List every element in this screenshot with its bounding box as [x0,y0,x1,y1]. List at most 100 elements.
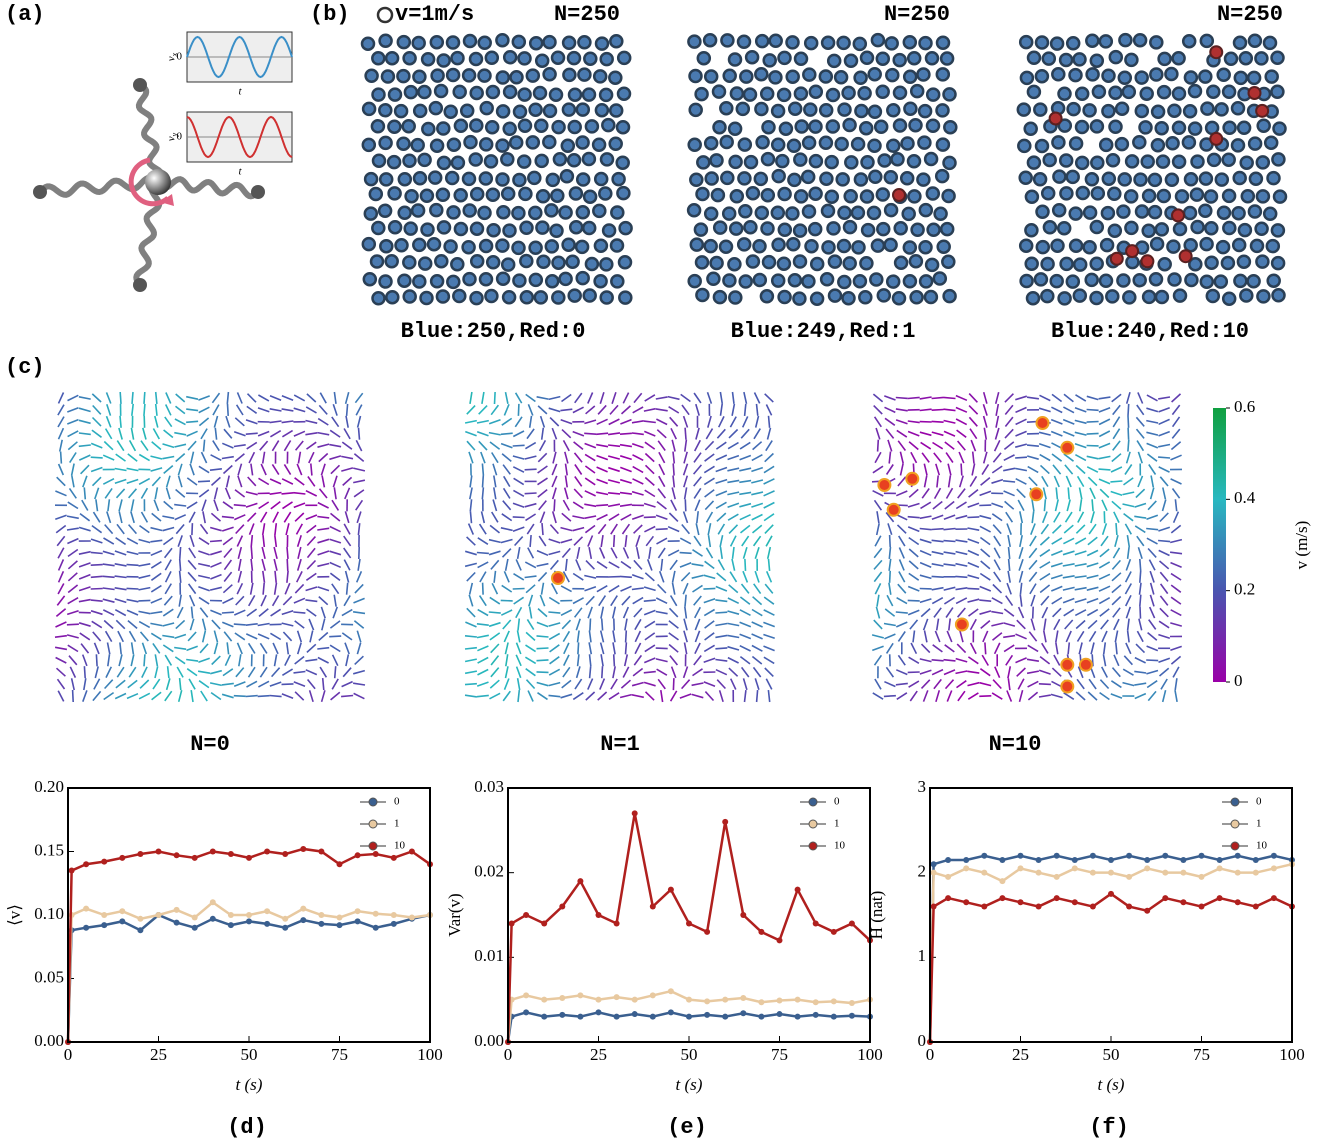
flow-arrow [728,456,739,460]
particle [373,292,385,304]
flow-arrow [526,669,536,676]
data-point [210,849,216,855]
particle [1074,53,1086,65]
flow-arrow [479,441,487,450]
flow-arrow [992,503,1003,507]
flow-arrow [956,671,968,673]
flow-arrow [296,441,304,450]
flow-arrow [198,576,210,579]
flow-arrow [104,621,113,629]
flow-arrow [1051,586,1062,591]
flow-arrow [562,430,571,438]
flow-arrow [729,585,738,593]
flow-arrow [465,636,477,637]
flow-arrow [211,513,220,521]
flow-arrow [585,466,595,473]
flow-arrow [1087,550,1098,555]
flow-arrow [116,620,125,628]
flow-arrow [1020,571,1023,583]
flow-arrow [1087,587,1099,590]
particle [512,207,524,219]
flow-arrow [584,504,596,506]
flow-arrow [1126,595,1131,606]
flow-arrow [127,694,138,699]
flow-arrow [1040,574,1050,580]
y-tick-label: 0.01 [474,946,504,965]
red-robot [1030,488,1042,500]
flow-arrow [525,576,537,577]
data-point [137,916,143,922]
particle [452,52,464,64]
flow-arrow [705,490,715,497]
flow-arrow [490,597,500,604]
flow-arrow [84,678,86,690]
particle [1092,187,1104,199]
flow-arrow [717,573,726,581]
particle [1150,69,1162,81]
flow-arrow [980,611,992,614]
flow-arrow [495,392,496,404]
flow-arrow [598,692,607,700]
particle [395,105,407,117]
particle [601,153,613,165]
particle [1184,105,1196,117]
particle [1223,190,1235,202]
flow-arrow [198,671,210,673]
particle [744,221,756,233]
flow-arrow [246,634,257,639]
particle [1272,257,1284,269]
flow-arrow [944,587,956,590]
flow-arrow [153,429,159,440]
flow-arrow [1063,564,1075,566]
flow-arrow [493,464,497,475]
particle [513,174,525,186]
flow-arrow [908,504,920,508]
flow-arrow [263,583,264,595]
flow-arrow [1064,454,1074,461]
data-point [119,855,125,861]
flow-arrow [937,476,938,488]
flow-arrow [115,599,127,603]
flow-arrow [1113,417,1119,427]
flow-arrow [502,585,512,592]
flow-arrow [673,571,675,583]
particle [389,89,401,101]
flow-arrow [909,442,918,450]
x-tick-label: 75 [331,1045,348,1064]
particle [1070,69,1082,81]
flow-arrow [210,541,222,542]
flow-arrow [295,584,303,593]
flow-arrow [358,559,360,571]
data-point [83,861,89,867]
flow-arrow [921,502,931,508]
flow-arrow [226,416,230,427]
flow-arrow [684,667,688,678]
flow-arrow [1016,419,1027,424]
particle [855,174,867,186]
flow-arrow [1175,499,1176,511]
flow-arrow [212,656,221,664]
flow-arrow [1053,525,1062,533]
flow-arrow [1149,465,1156,475]
panel-label: (c) [5,355,45,380]
flow-arrow [210,528,222,531]
particle [862,156,874,168]
flow-arrow [1039,432,1051,435]
flow-arrow [67,420,78,424]
red-robot [888,504,900,516]
particle [1034,173,1046,185]
flow-arrow [1136,644,1145,653]
flow-arrow [246,420,257,424]
particle [927,120,939,132]
particle [546,240,558,252]
flow-arrow [1136,489,1145,497]
particle [485,155,497,167]
particle [729,54,741,66]
flow-arrow [562,513,571,521]
flow-arrow [1004,491,1015,496]
flow-arrow [95,643,100,654]
flow-arrow [93,477,102,486]
flow-arrow [506,559,508,571]
data-point [1072,899,1078,905]
flow-arrow [294,682,305,686]
